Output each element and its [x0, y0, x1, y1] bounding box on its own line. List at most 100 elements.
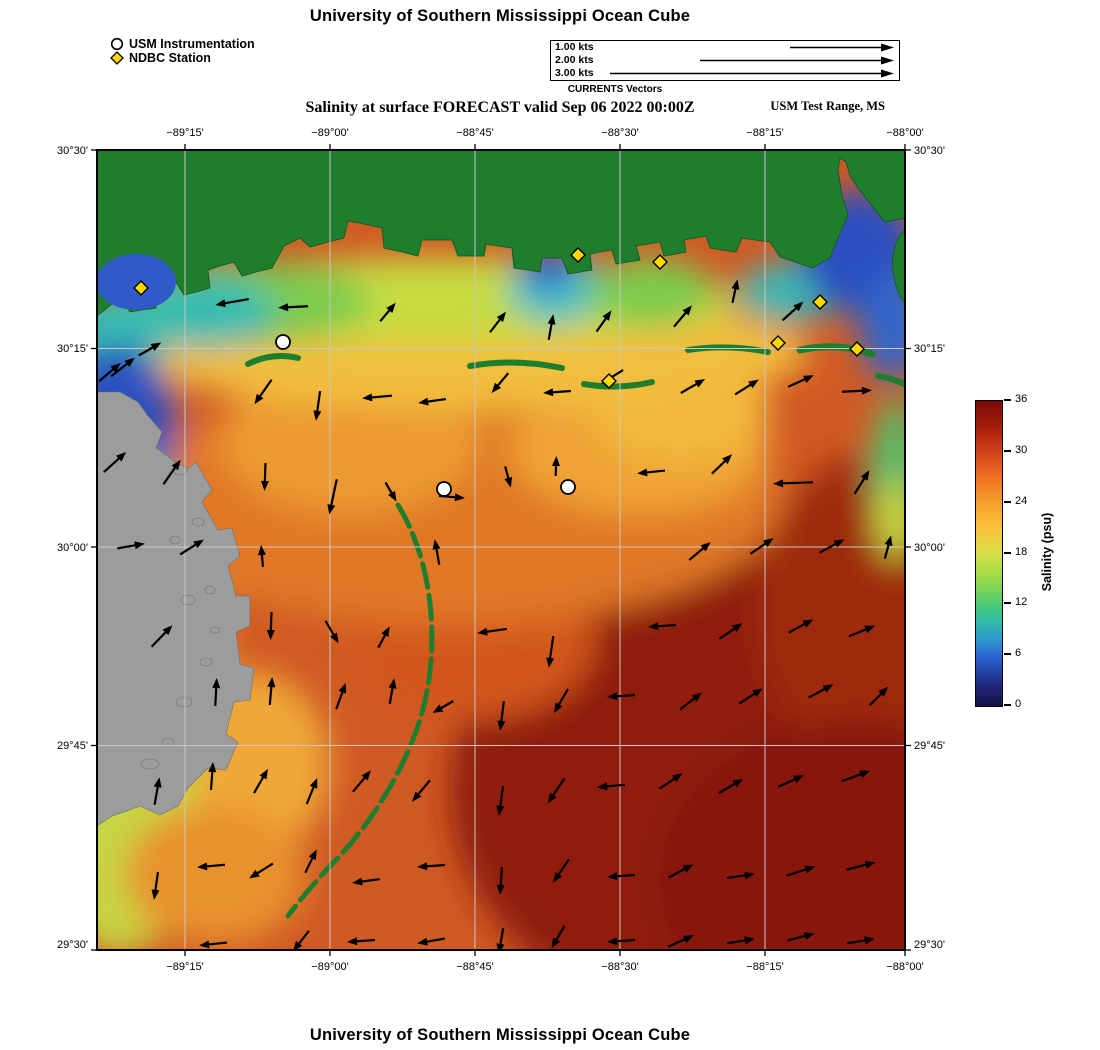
current-arrow	[179, 539, 204, 556]
current-arrow	[841, 386, 872, 395]
lon-label: −89°15'	[166, 127, 203, 139]
current-arrow	[847, 936, 875, 945]
current-arrow	[254, 379, 273, 405]
current-arrow	[547, 777, 566, 804]
current-arrow	[552, 456, 560, 477]
current-arrow	[138, 342, 162, 357]
current-arrow	[477, 627, 508, 636]
colorbar-tick-mark	[1004, 449, 1011, 452]
current-arrow	[377, 626, 390, 649]
current-arrow	[734, 379, 759, 396]
current-arrow	[726, 871, 755, 880]
current-arrow	[384, 481, 397, 502]
current-arrow	[673, 305, 692, 328]
current-arrow	[688, 542, 711, 561]
current-arrow	[637, 468, 666, 477]
current-arrow	[496, 785, 505, 816]
current-arrow	[773, 479, 814, 488]
current-arrow	[787, 375, 814, 388]
lon-label: −88°00'	[886, 127, 923, 139]
lon-label: −89°00'	[311, 127, 348, 139]
station-markers	[133, 247, 865, 497]
ndbc-station-marker	[812, 294, 828, 310]
lon-label: −88°45'	[456, 961, 493, 973]
current-arrow	[786, 865, 816, 877]
current-vectors	[98, 279, 893, 950]
current-arrow	[151, 871, 160, 900]
current-arrow	[819, 539, 845, 554]
current-arrow	[738, 688, 763, 705]
map-interior	[97, 150, 905, 950]
lat-label: 29°30'	[57, 939, 88, 951]
current-arrow	[103, 451, 127, 473]
current-arrow	[853, 470, 870, 495]
region-label: USM Test Range, MS	[770, 99, 885, 113]
colorbar-tick-label: 12	[1015, 596, 1028, 609]
current-arrow	[554, 688, 569, 714]
currents-row-1: 1.00 kts	[551, 41, 899, 54]
legend-label-ndbc: NDBC Station	[129, 51, 211, 65]
colorbar-tick-label: 36	[1015, 393, 1028, 405]
current-arrow	[162, 459, 181, 485]
current-arrow	[267, 677, 276, 706]
right-shore-strip	[892, 229, 905, 305]
axis-ticks	[91, 144, 911, 956]
current-arrow	[883, 535, 893, 559]
current-arrow	[607, 872, 636, 881]
current-arrow	[489, 311, 507, 333]
current-vector-3kt-icon	[610, 69, 894, 78]
currents-speed-label: 1.00 kts	[555, 41, 594, 53]
forecast-subtitle: Salinity at surface FORECAST valid Sep 0…	[305, 99, 695, 116]
colorbar-tick-mark	[1004, 653, 1011, 656]
usm-circle-icon	[110, 37, 124, 51]
current-arrow	[727, 936, 755, 945]
current-arrow	[362, 393, 393, 402]
current-arrow	[496, 866, 505, 895]
current-arrow	[260, 462, 269, 491]
lon-label: −89°15'	[166, 961, 203, 973]
currents-speed-label: 2.00 kts	[555, 54, 594, 66]
current-arrow	[781, 301, 804, 322]
marker-legend: USM Instrumentation NDBC Station	[110, 37, 255, 65]
current-arrow	[846, 860, 876, 871]
current-arrow	[257, 545, 266, 568]
chandeleur-islands	[285, 502, 435, 919]
ndbc-station-marker	[849, 341, 865, 357]
lat-label: 30°30'	[914, 145, 945, 157]
current-arrow	[212, 678, 221, 707]
current-arrow	[110, 357, 135, 378]
ndbc-station-marker	[570, 247, 586, 263]
ndbc-station-marker	[652, 254, 668, 270]
current-arrow	[432, 700, 454, 713]
lon-label: −88°15'	[746, 127, 783, 139]
current-arrow	[718, 779, 744, 794]
current-arrow	[491, 372, 510, 393]
lon-label: −88°30'	[601, 127, 638, 139]
current-arrow	[597, 782, 626, 791]
lat-lon-grid	[97, 150, 905, 950]
current-arrow	[388, 678, 397, 704]
footer-title: University of Southern Mississippi Ocean…	[309, 1026, 691, 1044]
lat-label: 29°30'	[914, 939, 945, 951]
current-arrow	[543, 388, 572, 397]
colorbar-tick-label: 0	[1015, 698, 1022, 710]
current-arrow	[667, 935, 694, 948]
colorbar-tick-mark	[1004, 551, 1011, 554]
current-arrow	[197, 862, 226, 871]
lat-label: 29°45'	[914, 740, 945, 752]
current-arrow	[504, 466, 513, 488]
legend-item-usm: USM Instrumentation	[110, 37, 255, 51]
current-arrow	[551, 925, 566, 949]
current-arrow	[150, 625, 173, 648]
current-vector-2kt-icon	[700, 56, 894, 65]
current-arrow	[418, 397, 447, 406]
colorbar-tick-mark	[1004, 602, 1011, 605]
lat-label: 30°15'	[57, 343, 88, 355]
current-arrow	[417, 937, 445, 946]
current-arrow	[266, 611, 275, 640]
current-arrow	[547, 314, 556, 340]
current-arrow	[711, 454, 733, 475]
current-arrow	[607, 692, 636, 701]
currents-speed-label: 3.00 kts	[555, 67, 594, 79]
ndbc-diamond-icon	[110, 51, 124, 65]
